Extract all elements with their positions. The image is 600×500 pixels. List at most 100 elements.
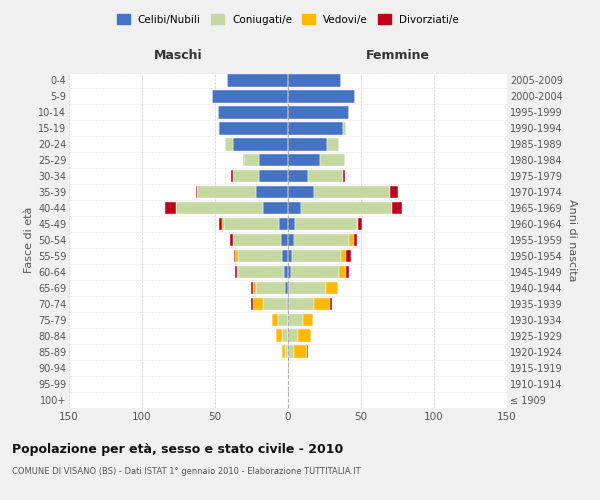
Bar [166,202,176,214]
Bar [225,138,233,150]
Y-axis label: Fasce di età: Fasce di età [23,207,34,273]
Bar [256,282,285,294]
Bar [291,266,339,278]
Bar [288,138,328,150]
Bar [288,362,289,374]
Bar [343,122,346,134]
Text: COMUNE DI VISANO (BS) - Dati ISTAT 1° gennaio 2010 - Elaborazione TUTTITALIA.IT: COMUNE DI VISANO (BS) - Dati ISTAT 1° ge… [12,468,361,476]
Bar [339,266,346,278]
Bar [326,282,338,294]
Bar [331,298,332,310]
Bar [289,282,326,294]
Bar [263,298,287,310]
Bar [356,218,358,230]
Bar [227,74,288,86]
Bar [233,170,259,182]
Bar [392,202,402,214]
Bar [349,234,354,246]
Y-axis label: Anni di nascita: Anni di nascita [567,198,577,281]
Bar [256,186,288,198]
Bar [238,250,282,262]
Bar [235,266,237,278]
Bar [288,106,349,118]
Bar [285,282,288,294]
Bar [251,282,253,294]
Bar [289,298,314,310]
Bar [294,346,307,358]
Bar [320,154,345,166]
Bar [288,314,302,326]
Bar [346,250,351,262]
Bar [314,298,331,310]
Bar [354,234,356,246]
Bar [176,202,263,214]
Bar [244,154,259,166]
Bar [288,90,355,102]
Bar [233,138,288,150]
Bar [278,314,288,326]
Bar [234,250,235,262]
Bar [281,234,288,246]
Bar [218,122,220,134]
Bar [235,250,238,262]
Bar [287,298,288,310]
Bar [288,218,295,230]
Bar [220,218,223,230]
Text: Maschi: Maschi [154,50,203,62]
Bar [295,218,356,230]
Bar [197,186,256,198]
Bar [288,250,292,262]
Bar [288,282,289,294]
Bar [288,330,298,342]
Bar [231,170,233,182]
Bar [358,218,362,230]
Text: Femmine: Femmine [365,50,430,62]
Bar [233,234,281,246]
Bar [314,186,390,198]
Bar [307,346,308,358]
Bar [288,170,308,182]
Bar [282,346,285,358]
Bar [259,154,288,166]
Bar [272,314,278,326]
Bar [288,234,294,246]
Bar [222,218,224,230]
Bar [243,154,244,166]
Bar [277,330,282,342]
Bar [292,250,341,262]
Bar [302,314,313,326]
Bar [279,218,288,230]
Bar [288,186,314,198]
Bar [218,106,288,118]
Bar [224,218,279,230]
Bar [288,298,289,310]
Bar [288,154,320,166]
Bar [282,330,288,342]
Bar [259,170,288,182]
Bar [288,74,341,86]
Bar [288,202,301,214]
Bar [346,266,349,278]
Bar [390,186,398,198]
Bar [285,346,288,358]
Bar [220,122,288,134]
Bar [282,250,288,262]
Bar [288,122,343,134]
Bar [294,234,349,246]
Text: Popolazione per età, sesso e stato civile - 2010: Popolazione per età, sesso e stato civil… [12,442,343,456]
Bar [341,250,346,262]
Bar [328,138,339,150]
Bar [230,234,233,246]
Bar [308,170,343,182]
Bar [196,186,197,198]
Legend: Celibi/Nubili, Coniugati/e, Vedovi/e, Divorziati/e: Celibi/Nubili, Coniugati/e, Vedovi/e, Di… [113,10,463,29]
Bar [288,266,291,278]
Bar [298,330,311,342]
Bar [288,346,294,358]
Bar [238,266,284,278]
Bar [212,90,288,102]
Bar [251,298,253,310]
Bar [301,202,392,214]
Bar [343,170,345,182]
Bar [284,266,288,278]
